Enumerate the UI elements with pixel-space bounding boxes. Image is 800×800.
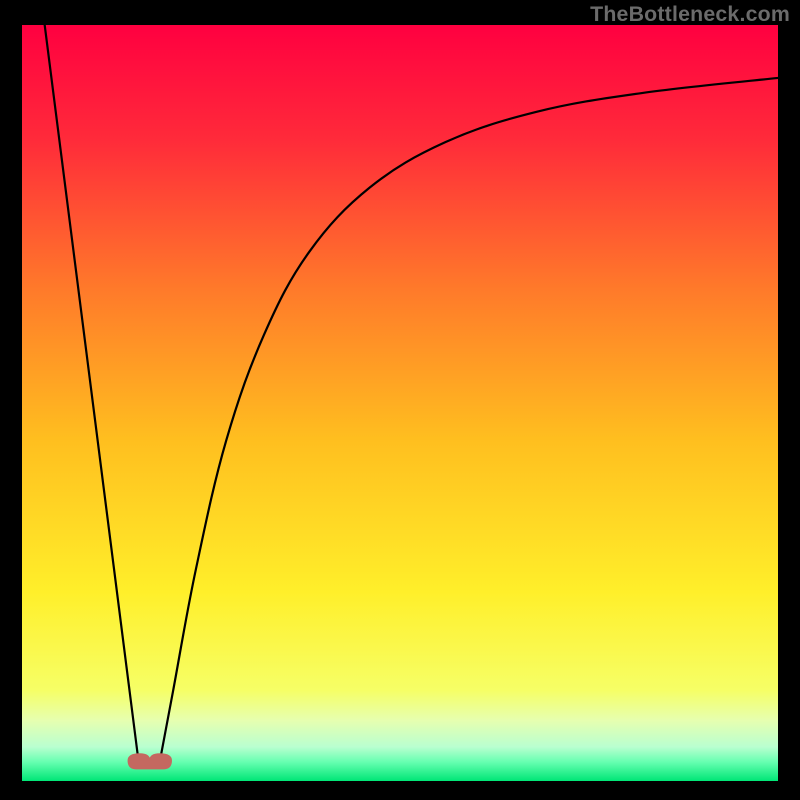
chart-stage: TheBottleneck.com xyxy=(0,0,800,800)
bottleneck-chart xyxy=(0,0,800,800)
plot-background xyxy=(22,25,778,781)
watermark-text: TheBottleneck.com xyxy=(590,2,790,27)
